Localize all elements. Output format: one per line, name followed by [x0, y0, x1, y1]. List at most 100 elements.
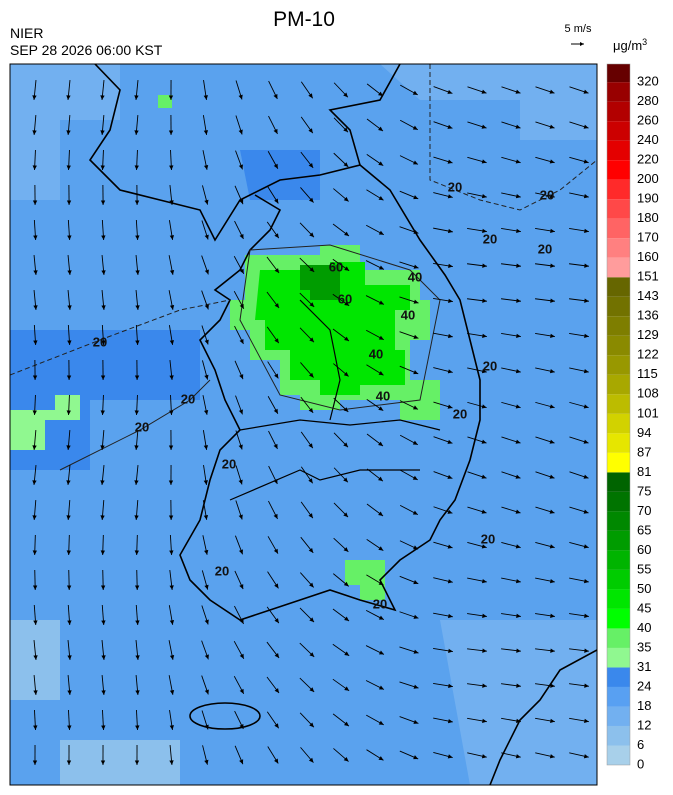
contour-line	[10, 299, 231, 376]
wind-arrow-head	[101, 235, 106, 240]
wind-arrow-head	[100, 95, 105, 100]
wind-arrow-head	[168, 445, 174, 450]
datetime: SEP 28 2026 06:00 KST	[10, 42, 163, 58]
wind-arrow-head	[516, 683, 521, 688]
wind-arrow-head	[204, 689, 209, 695]
wind-arrow-head	[550, 648, 555, 653]
colorbar-label: 12	[637, 717, 651, 732]
coastline	[88, 64, 401, 242]
wind-arrow-head	[33, 655, 38, 660]
wind-arrow-head	[481, 509, 487, 514]
wind-arrow-head	[273, 163, 278, 169]
wind-arrow-head	[169, 340, 175, 345]
wind-arrow-head	[413, 334, 419, 339]
colorbar-swatch	[607, 433, 630, 453]
colorbar-swatch	[607, 745, 630, 765]
colorbar-swatch	[607, 725, 630, 746]
wind-arrow-head	[447, 333, 453, 339]
wind-arrow-head	[343, 127, 348, 133]
wind-arrow-head	[308, 757, 314, 763]
wind-arrow-head	[309, 337, 314, 343]
colorbar-swatch	[607, 472, 630, 492]
wind-arrow-head	[32, 410, 37, 415]
wind-arrow-head	[344, 266, 350, 271]
wind-arrow-head	[309, 582, 314, 588]
wind-arrow-head	[66, 95, 71, 100]
colorbar-label: 200	[637, 171, 659, 186]
wind-arrow-head	[412, 510, 418, 515]
colorbar-swatch	[607, 413, 630, 434]
wind-scale-label: 5 m/s	[565, 23, 592, 35]
coastline	[179, 164, 481, 621]
patch	[10, 64, 120, 200]
wind-arrow-head	[67, 305, 72, 310]
wind-arrow-head	[344, 616, 350, 621]
wind-arrow-head	[239, 199, 244, 205]
wind-arrow-head	[343, 512, 349, 518]
wind-arrow-head	[482, 263, 487, 268]
wind-arrow-head	[515, 544, 521, 549]
wind-arrow-head	[66, 200, 72, 205]
colorbar-swatch	[607, 277, 630, 297]
patch	[10, 395, 80, 450]
wind-arrow-head	[413, 405, 419, 410]
wind-arrow-head	[67, 690, 72, 695]
wind-arrow-head	[204, 619, 209, 625]
wind-arrow-head	[67, 235, 72, 240]
wind-arrow-head	[549, 124, 555, 129]
contour-line	[59, 379, 211, 471]
wind-arrow-head	[378, 441, 383, 447]
wind-arrow-head	[481, 474, 487, 479]
wind-arrow-head	[481, 124, 487, 129]
wind-arrow-head	[413, 195, 419, 200]
wind-arrow-head	[308, 163, 314, 168]
wind-arrow-head	[239, 688, 244, 694]
wind-arrow-head	[412, 90, 418, 95]
wind-arrow-head	[378, 91, 383, 97]
wind-arrow-head	[238, 444, 243, 450]
wind-arrow-head	[32, 760, 38, 765]
wind-arrow-head	[343, 92, 348, 98]
pm-area-35	[345, 560, 385, 600]
wind-arrow-head	[33, 270, 38, 275]
wind-arrow-head	[308, 408, 314, 413]
wind-arrow-head	[481, 159, 487, 164]
wind-arrow-head	[204, 549, 209, 555]
colorbar-label: 94	[637, 425, 651, 440]
contour-label: 20	[483, 358, 497, 373]
wind-arrow-head	[168, 515, 174, 520]
wind-arrow-head	[66, 130, 71, 135]
wind-arrow-head	[134, 585, 140, 590]
wind-arrow-head	[135, 725, 140, 730]
wind-arrow-head	[378, 511, 384, 516]
colorbar-swatch	[607, 394, 630, 414]
colorbar-swatch	[607, 628, 630, 648]
wind-arrow-head	[378, 126, 383, 132]
colorbar-frame	[606, 63, 631, 766]
wind-arrow-head	[100, 550, 105, 555]
wind-arrow-head	[378, 580, 384, 586]
wind-arrow-head	[448, 298, 453, 304]
wind-arrow-head	[273, 443, 278, 449]
wind-arrow-head	[238, 549, 244, 555]
colorbar-label: 60	[637, 542, 651, 557]
wind-arrow-head	[413, 719, 419, 724]
wind-arrow-head	[66, 760, 72, 765]
colorbar-label: 108	[637, 386, 659, 401]
wind-arrow-head	[67, 655, 72, 660]
colorbar-label: 55	[637, 561, 651, 576]
contour-label: 20	[483, 231, 497, 246]
wind-arrow-head	[481, 754, 487, 759]
wind-arrow-head	[204, 759, 209, 765]
wind-arrow-head	[550, 298, 555, 303]
wind-arrow-head	[203, 515, 209, 520]
patch	[60, 740, 180, 785]
wind-arrow-head	[309, 232, 314, 238]
wind-arrow-head	[33, 340, 38, 345]
wind-arrow-head	[309, 687, 315, 692]
wind-arrow-head	[412, 125, 418, 130]
wind-arrow-head	[413, 160, 418, 165]
wind-arrow-head	[134, 410, 139, 415]
wind-arrow-head	[203, 445, 209, 450]
wind-arrow-head	[169, 165, 174, 170]
